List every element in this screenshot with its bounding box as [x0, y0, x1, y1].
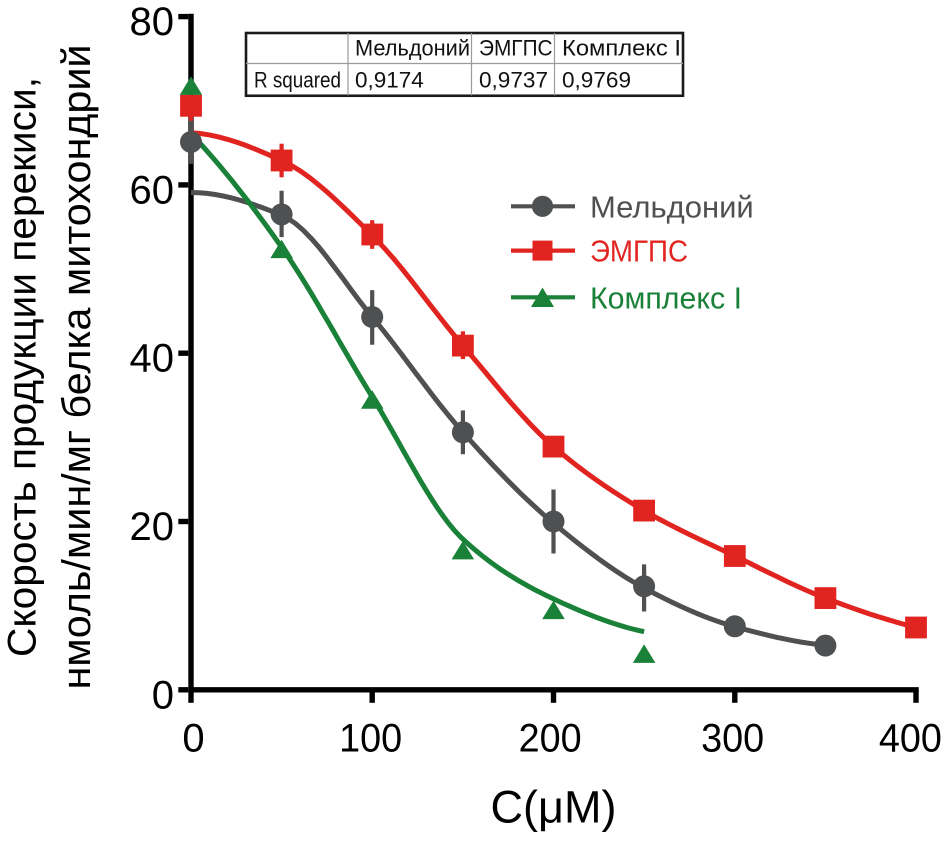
svg-text:нмоль/мин/мг белка митохондрий: нмоль/мин/мг белка митохондрий: [55, 45, 99, 690]
svg-text:200: 200: [519, 717, 582, 761]
svg-text:Комплекс I: Комплекс I: [590, 280, 742, 315]
svg-text:Комплекс I: Комплекс I: [562, 36, 681, 61]
svg-text:60: 60: [130, 168, 175, 212]
svg-text:20: 20: [130, 505, 175, 549]
svg-text:ЭМГПС: ЭМГПС: [590, 234, 688, 269]
svg-text:Мельдоний: Мельдоний: [590, 189, 754, 224]
svg-text:80: 80: [130, 0, 175, 44]
svg-text:0,9769: 0,9769: [562, 68, 631, 93]
svg-text:ЭМГПС: ЭМГПС: [479, 36, 553, 61]
svg-text:0,9174: 0,9174: [355, 68, 424, 93]
svg-text:C(μM): C(μM): [491, 782, 617, 833]
svg-text:R squared: R squared: [254, 68, 341, 93]
svg-text:0: 0: [182, 717, 204, 761]
svg-text:100: 100: [339, 717, 402, 761]
svg-text:0: 0: [152, 673, 174, 717]
svg-text:40: 40: [130, 337, 175, 381]
svg-text:400: 400: [879, 717, 942, 761]
svg-text:0,9737: 0,9737: [479, 68, 548, 93]
svg-text:Скорость продукции перекиси,: Скорость продукции перекиси,: [1, 77, 45, 657]
svg-text:Мельдоний: Мельдоний: [355, 36, 470, 61]
svg-text:300: 300: [701, 717, 764, 761]
